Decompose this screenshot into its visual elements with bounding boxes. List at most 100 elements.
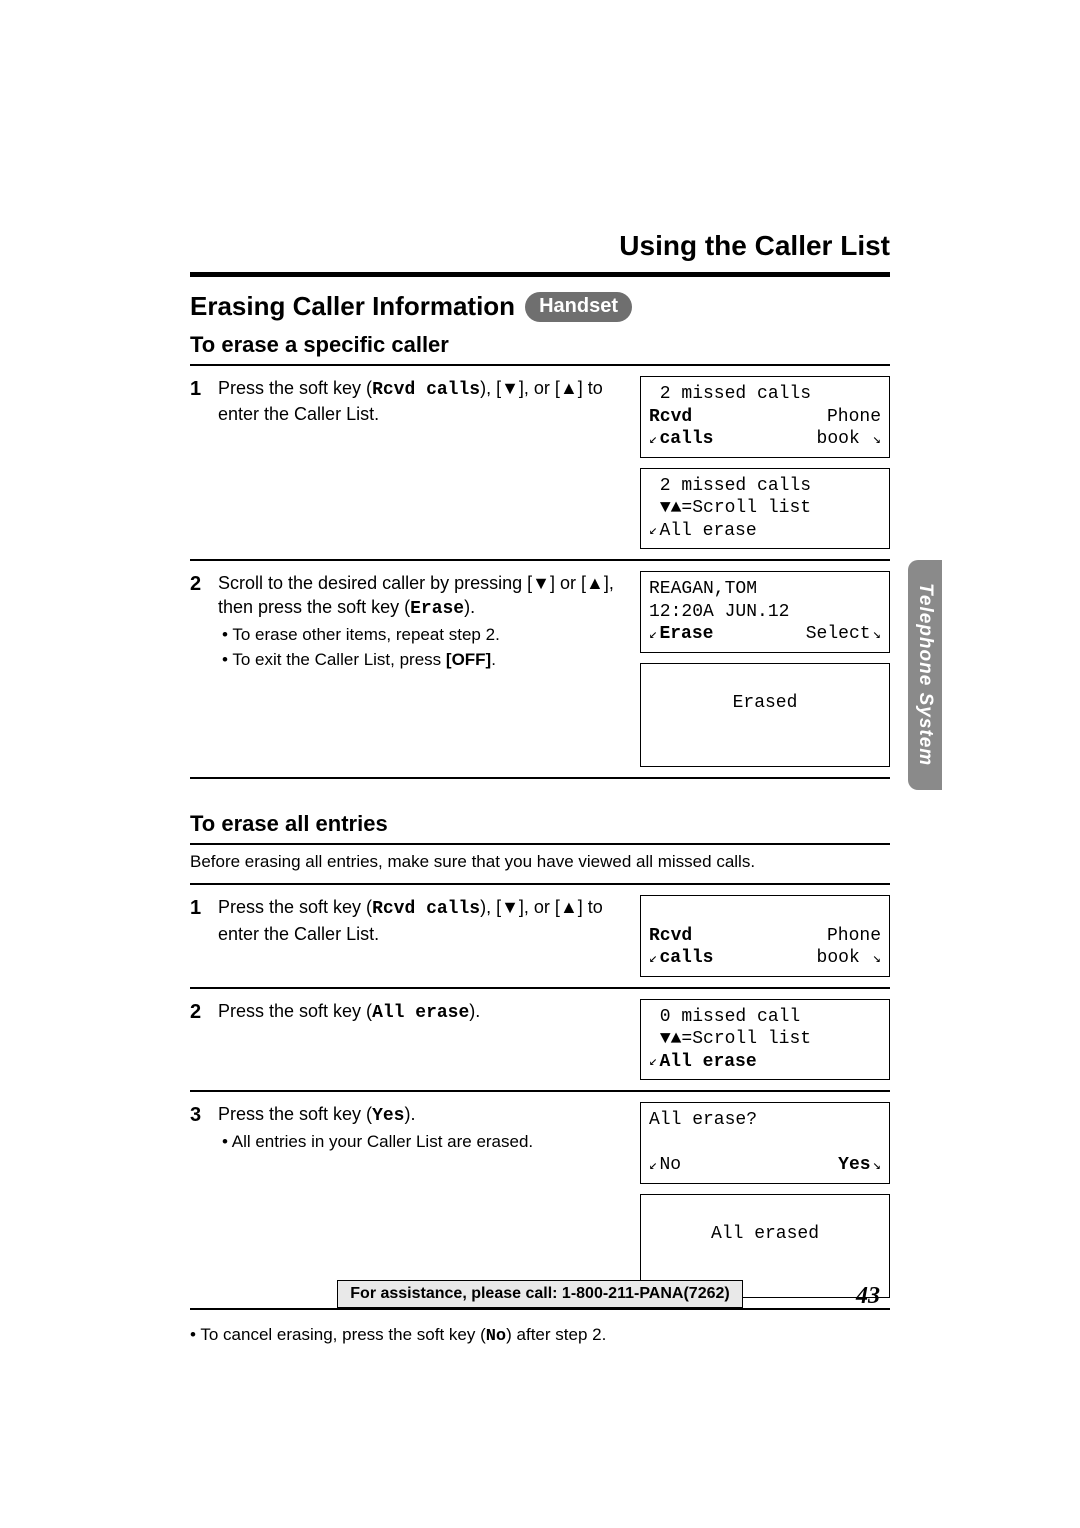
step-body: Press the soft key (Rcvd calls), [▼], or… [218, 895, 624, 948]
text: ). [469, 1001, 480, 1021]
lcd-line: 2 missed calls [649, 384, 811, 404]
softkey-code: Rcvd calls [372, 380, 480, 400]
lcd-softkey: book [817, 428, 871, 451]
lcd-label: Rcvd [649, 407, 692, 427]
page: Using the Caller List Erasing Caller Inf… [0, 0, 1080, 1528]
lcd-label: Phone [827, 406, 881, 429]
lcd-screen: 2 missed calls Rcvd Phone calls book [640, 376, 890, 458]
step-number: 2 [190, 999, 208, 1027]
step-number: 2 [190, 571, 208, 673]
lcd-softkey: Erase [659, 623, 713, 646]
lcd-softkey: calls [659, 947, 713, 970]
sub-bullet: • To exit the Caller List, press [OFF]. [218, 649, 624, 672]
text: Press the soft key ( [218, 378, 372, 398]
sub-bullet: • All entries in your Caller List are er… [218, 1131, 533, 1154]
step-row: 2 Press the soft key (All erase). 0 miss… [190, 989, 890, 1091]
soft-arrow-icon [873, 951, 881, 969]
page-number: 43 [856, 1283, 880, 1310]
lcd-screen: REAGAN,TOM 12:20A JUN.12 Erase Select [640, 571, 890, 653]
step-row: 1 Press the soft key (Rcvd calls), [▼], … [190, 885, 890, 987]
handset-pill: Handset [525, 292, 632, 322]
text: Press the soft key ( [218, 1104, 372, 1124]
soft-arrow-icon [873, 432, 881, 450]
lcd-softkey: All erase [659, 1051, 756, 1074]
soft-arrow-icon [649, 627, 657, 645]
step-row: 2 Scroll to the desired caller by pressi… [190, 561, 890, 777]
step-body: Scroll to the desired caller by pressing… [218, 571, 624, 673]
text: ], or [ [519, 897, 560, 917]
text: ), [ [480, 378, 501, 398]
lcd-screen: All erase? No Yes [640, 1102, 890, 1184]
lcd-column: All erase? No Yes All erased [640, 1102, 890, 1298]
soft-arrow-icon [649, 1158, 657, 1176]
text: Press the soft key ( [218, 1001, 372, 1021]
text: ] or [ [550, 573, 586, 593]
text: Scroll to the desired caller by pressing… [218, 573, 532, 593]
lcd-screen: 0 missed call ▼▲=Scroll list All erase [640, 999, 890, 1081]
softkey-code: Erase [410, 599, 464, 619]
assistance-box: For assistance, please call: 1-800-211-P… [337, 1280, 742, 1308]
section-title-wrap: Using the Caller List [190, 230, 890, 268]
section-title: Using the Caller List [619, 230, 890, 261]
heading-row: Erasing Caller Information Handset [190, 291, 890, 322]
text: ). [404, 1104, 415, 1124]
step-row: 3 Press the soft key ( Yes). • All entrie… [190, 1092, 890, 1308]
scroll-arrows-icon: ▼▲ [660, 498, 682, 518]
soft-arrow-icon [873, 1158, 881, 1176]
lcd-column: 2 missed calls Rcvd Phone calls book 2 miss… [640, 376, 890, 549]
lcd-softkey: Select [806, 623, 871, 646]
up-arrow-icon: ▲ [560, 378, 578, 398]
lcd-softkey: No [659, 1154, 681, 1177]
scroll-arrows-icon: ▼▲ [660, 1029, 682, 1049]
softkey-code: No [486, 1327, 506, 1346]
lcd-softkey: Yes [838, 1154, 870, 1177]
subheading-erase-specific: To erase a specific caller [190, 332, 890, 358]
lcd-column: REAGAN,TOM 12:20A JUN.12 Erase Select Era… [640, 571, 890, 767]
lcd-line: All erased [649, 1223, 881, 1246]
lcd-column: Rcvd Phone calls book [640, 895, 890, 977]
lcd-line: All erase? [649, 1110, 757, 1130]
lcd-screen: Erased [640, 663, 890, 767]
step-number: 1 [190, 895, 208, 948]
lcd-line: 12:20A JUN.12 [649, 602, 789, 622]
footer: For assistance, please call: 1-800-211-P… [190, 1280, 890, 1308]
up-arrow-icon: ▲ [586, 573, 604, 593]
lcd-label: Rcvd [649, 926, 692, 946]
softkey-code: Rcvd calls [372, 899, 480, 919]
step-row: 1 Press the soft key (Rcvd calls), [▼], … [190, 366, 890, 559]
text: ) after step 2. [506, 1325, 606, 1344]
lcd-line: =Scroll list [681, 498, 811, 518]
lcd-column: 0 missed call ▼▲=Scroll list All erase [640, 999, 890, 1081]
soft-arrow-icon [873, 627, 881, 645]
up-arrow-icon: ▲ [560, 897, 578, 917]
lcd-line: =Scroll list [681, 1029, 811, 1049]
heading-text: Erasing Caller Information [190, 291, 515, 322]
text: Press the soft key ( [218, 897, 372, 917]
step-left: 1 Press the soft key (Rcvd calls), [▼], … [190, 376, 624, 429]
lcd-softkey: All erase [659, 520, 756, 543]
soft-arrow-icon [649, 951, 657, 969]
step-left: 1 Press the soft key (Rcvd calls), [▼], … [190, 895, 624, 948]
lcd-screen: Rcvd Phone calls book [640, 895, 890, 977]
side-tab: Telephone System [908, 560, 942, 790]
lcd-line [649, 1029, 660, 1049]
lcd-softkey: calls [659, 428, 713, 451]
rule [190, 843, 890, 845]
lcd-label: Phone [827, 925, 881, 948]
side-tab-label: Telephone System [914, 583, 936, 766]
text: ], or [ [519, 378, 560, 398]
down-arrow-icon: ▼ [532, 573, 550, 593]
text: ), [ [480, 897, 501, 917]
softkey-code: All erase [372, 1003, 469, 1023]
step-left: 2 Scroll to the desired caller by pressi… [190, 571, 624, 673]
lcd-line: 2 missed calls [649, 476, 811, 496]
intro-note: Before erasing all entries, make sure th… [190, 851, 890, 874]
step-number: 3 [190, 1102, 208, 1155]
lcd-line: 0 missed call [649, 1007, 800, 1027]
step-number: 1 [190, 376, 208, 429]
lcd-screen: 2 missed calls ▼▲=Scroll list All erase [640, 468, 890, 550]
lcd-softkey: book [817, 947, 871, 970]
lcd-line: REAGAN,TOM [649, 579, 757, 599]
lcd-line [649, 498, 660, 518]
step-left: 2 Press the soft key (All erase). [190, 999, 624, 1027]
